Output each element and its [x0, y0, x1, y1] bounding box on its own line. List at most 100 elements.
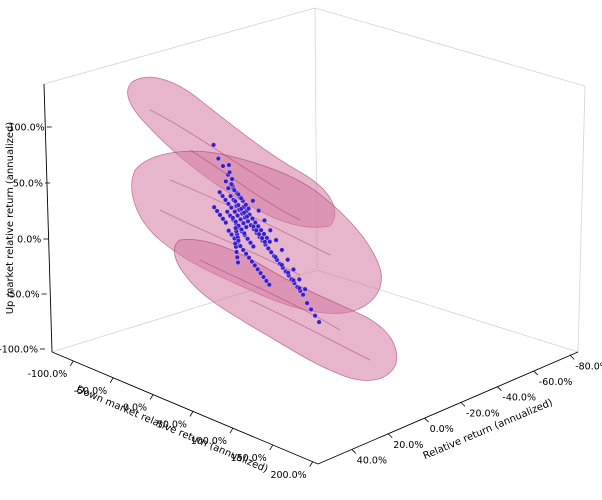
scatter-point: [234, 254, 240, 260]
scatter-point: [285, 257, 291, 263]
scatter-point: [250, 198, 256, 204]
x-tick-label: -100.0%: [28, 369, 68, 380]
scatter-point: [235, 202, 241, 208]
y-tick-mark: [533, 370, 539, 376]
scatter-point: [217, 189, 223, 195]
x-tick-label: 150.0%: [231, 453, 267, 464]
scatter-point: [259, 235, 265, 241]
y-tick-mark: [569, 355, 575, 360]
scatter-point: [235, 259, 241, 266]
y-tick-label: -40.0%: [502, 393, 536, 404]
scatter-point: [258, 270, 264, 276]
scatter-point: [226, 228, 232, 234]
scatter-point: [308, 306, 314, 312]
scatter-point: [222, 197, 229, 203]
y-tick-mark: [424, 417, 429, 423]
scatter-points: [211, 142, 322, 325]
pane-edge-top-left: [43, 7, 316, 85]
scatter-point: [262, 239, 268, 245]
y-tick-label: 0.0%: [430, 424, 454, 435]
scatter-point: [243, 251, 249, 257]
surface-lobe: [173, 238, 398, 381]
pane-edge-right-vertical: [577, 85, 586, 353]
scatter-point: [232, 241, 238, 247]
surface-volume: [127, 76, 398, 381]
scatter-point: [229, 176, 235, 182]
y-tick-mark: [387, 433, 393, 439]
z-tick-label: 0.0%: [17, 235, 41, 246]
y-tick-mark: [351, 449, 357, 454]
scatter-point: [241, 210, 247, 216]
scatter-point: [243, 202, 249, 208]
scatter-point: [228, 181, 234, 187]
scatter-point: [238, 226, 245, 233]
x-tick-mark: [309, 461, 314, 467]
y-tick-label: -80.0%: [575, 361, 602, 372]
z-axis-ticks: -100.0% -50.0% 0.0% 50.0% 100.0%: [0, 123, 52, 356]
scatter-point: [279, 262, 285, 268]
scatter-point: [225, 201, 231, 207]
scatter-point: [228, 193, 234, 199]
z-axis-title: Up market relative return (annualized): [5, 122, 16, 315]
scatter-point: [228, 205, 234, 211]
scatter-point: [229, 231, 235, 238]
x-axis-title: Down market relative return (annualized): [74, 384, 269, 475]
x-tick-label: 200.0%: [270, 470, 306, 481]
scatter-point: [231, 187, 237, 193]
scatter-point: [245, 218, 251, 224]
x-tick-mark: [189, 411, 194, 417]
scatter-point: [241, 230, 247, 236]
surface-crease: [199, 259, 341, 331]
z-tick-label: -100.0%: [0, 345, 38, 356]
scatter-point: [220, 193, 226, 199]
scatter-point: [215, 156, 221, 162]
scatter-point: [267, 239, 273, 245]
scatter-point: [223, 178, 229, 184]
scatter-point: [267, 227, 273, 233]
x-tick-label: 100.0%: [191, 436, 227, 447]
scatter-point: [232, 209, 238, 215]
scatter-point: [256, 208, 262, 214]
scatter-point: [214, 208, 220, 214]
y-axis-ticks: -80.0%-60.0%-40.0%-20.0% 0.0% 20.0% 40.0%: [351, 355, 602, 466]
scatter-point: [302, 286, 308, 292]
scatter-point: [256, 231, 262, 237]
x-tick-label: -50.0%: [74, 386, 108, 397]
scatter-point: [232, 198, 238, 204]
scatter-point: [255, 266, 261, 272]
scatter-point: [223, 220, 229, 226]
z-axis-line: [43, 83, 53, 353]
scatter-point: [304, 300, 310, 306]
scatter-point: [247, 240, 254, 246]
scatter-point: [268, 249, 274, 255]
scatter-point: [211, 204, 217, 210]
scatter-point: [224, 209, 230, 215]
z-tick-label: -50.0%: [6, 290, 40, 301]
scatter-point: [290, 266, 297, 273]
scatter-point: [238, 206, 244, 212]
z-tick-label: 50.0%: [13, 179, 43, 190]
surface-crease: [249, 299, 371, 361]
scatter-point: [252, 219, 258, 225]
x-tick-mark: [229, 427, 234, 434]
x-tick-mark: [269, 444, 274, 451]
scatter-point: [249, 259, 255, 265]
scatter-point: [244, 214, 250, 220]
scatter-point: [253, 227, 259, 233]
scatter-point: [246, 255, 252, 261]
y-tick-label: 20.0%: [393, 440, 423, 451]
scatter-point: [237, 243, 243, 249]
y-tick-label: -60.0%: [539, 377, 573, 388]
axis-lines: [43, 83, 579, 465]
pane-edge-top-right: [314, 7, 586, 87]
y-tick-mark: [460, 402, 466, 407]
scatter-point: [249, 216, 255, 222]
x-tick-mark: [69, 360, 74, 367]
scatter-point: [279, 247, 285, 253]
scatter-point: [217, 212, 223, 218]
scatter-point: [238, 216, 244, 222]
scatter-point: [312, 313, 318, 319]
scatter-point: [235, 212, 241, 219]
surface-crease: [189, 149, 301, 221]
